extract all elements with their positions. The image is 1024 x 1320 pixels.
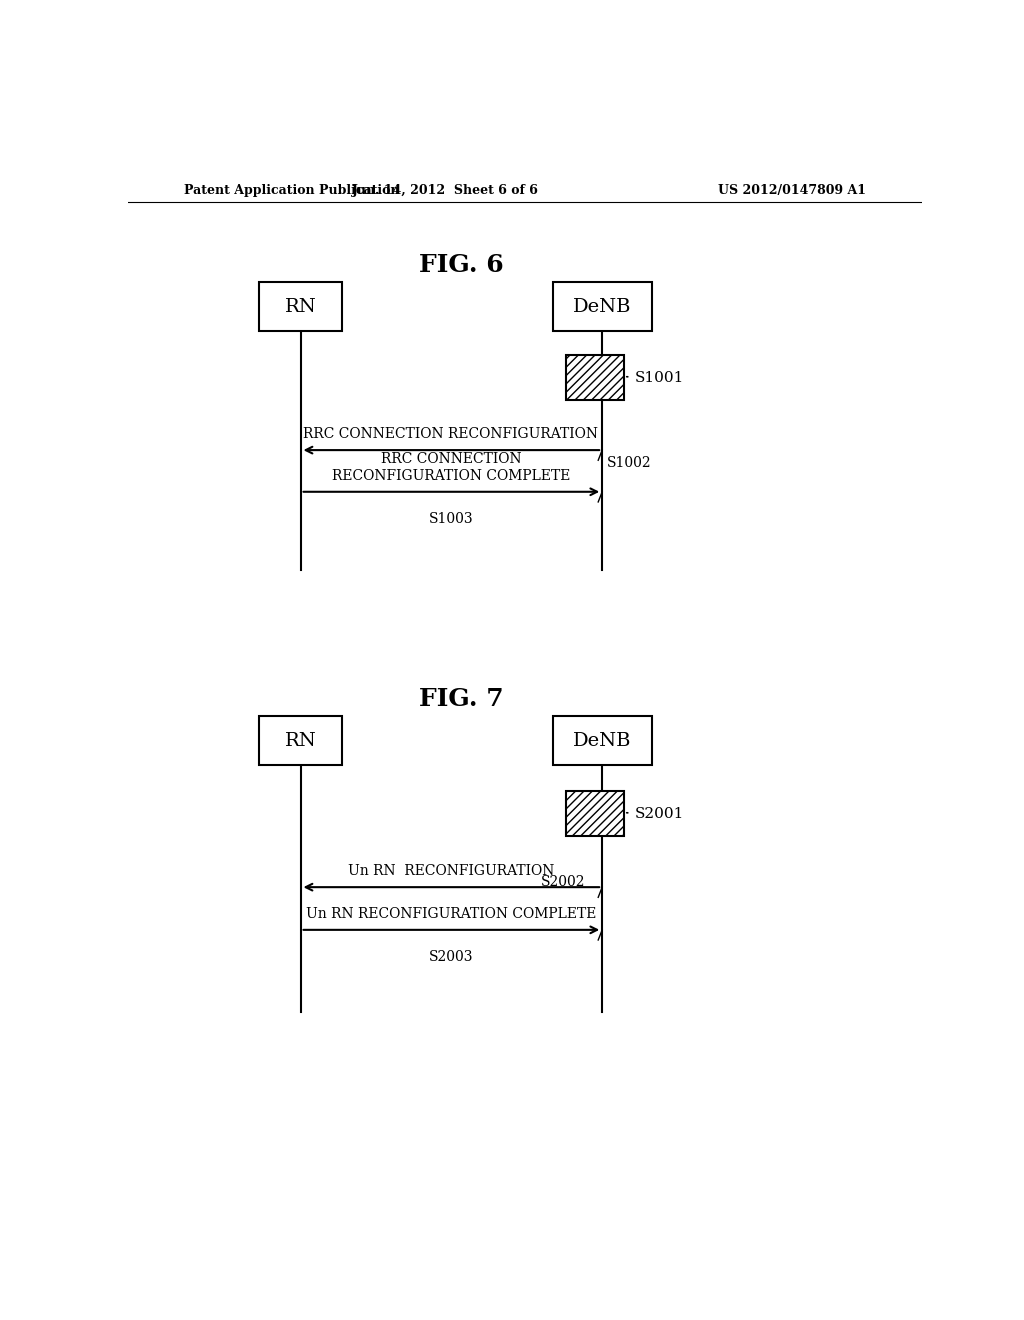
Text: RN: RN [285,298,316,315]
Text: RRC CONNECTION
RECONFIGURATION COMPLETE: RRC CONNECTION RECONFIGURATION COMPLETE [332,453,570,483]
Text: S1001: S1001 [634,371,684,385]
Text: S2003: S2003 [429,950,473,964]
Text: S1002: S1002 [607,457,652,470]
Text: S2001: S2001 [634,807,684,821]
Text: RRC CONNECTION RECONFIGURATION: RRC CONNECTION RECONFIGURATION [303,426,598,441]
Bar [566,355,624,400]
Bar [259,282,342,331]
Bar [259,717,342,766]
Text: DeNB: DeNB [572,731,632,750]
Text: FIG. 6: FIG. 6 [419,253,504,277]
Text: Un RN RECONFIGURATION COMPLETE: Un RN RECONFIGURATION COMPLETE [306,907,596,921]
Text: S2002: S2002 [541,875,585,888]
Bar [566,791,624,837]
Bar [553,717,652,766]
Text: S1003: S1003 [429,512,473,527]
Text: Un RN  RECONFIGURATION: Un RN RECONFIGURATION [348,865,554,878]
Text: US 2012/0147809 A1: US 2012/0147809 A1 [718,185,866,198]
Text: Patent Application Publication: Patent Application Publication [183,185,399,198]
Text: FIG. 7: FIG. 7 [419,688,504,711]
Text: DeNB: DeNB [572,298,632,315]
Text: RN: RN [285,731,316,750]
Bar [553,282,652,331]
Text: Jun. 14, 2012  Sheet 6 of 6: Jun. 14, 2012 Sheet 6 of 6 [352,185,539,198]
